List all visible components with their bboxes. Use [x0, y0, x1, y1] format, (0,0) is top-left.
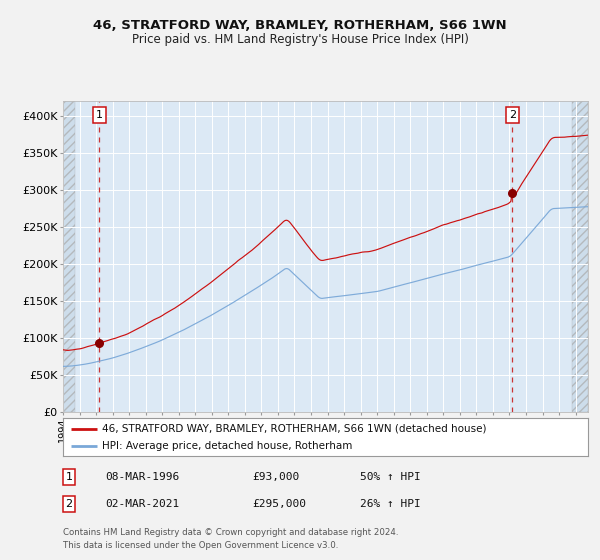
Text: HPI: Average price, detached house, Rotherham: HPI: Average price, detached house, Roth…	[103, 441, 353, 451]
Bar	[63, 101, 74, 412]
Text: 08-MAR-1996: 08-MAR-1996	[105, 472, 179, 482]
Text: 26% ↑ HPI: 26% ↑ HPI	[360, 499, 421, 509]
Text: £93,000: £93,000	[252, 472, 299, 482]
Text: 50% ↑ HPI: 50% ↑ HPI	[360, 472, 421, 482]
Text: 2: 2	[65, 499, 73, 509]
Text: 46, STRATFORD WAY, BRAMLEY, ROTHERHAM, S66 1WN: 46, STRATFORD WAY, BRAMLEY, ROTHERHAM, S…	[93, 18, 507, 32]
Bar	[572, 101, 588, 412]
Text: 46, STRATFORD WAY, BRAMLEY, ROTHERHAM, S66 1WN (detached house): 46, STRATFORD WAY, BRAMLEY, ROTHERHAM, S…	[103, 424, 487, 434]
Text: 1: 1	[96, 110, 103, 120]
Text: Contains HM Land Registry data © Crown copyright and database right 2024.
This d: Contains HM Land Registry data © Crown c…	[63, 528, 398, 550]
Text: 02-MAR-2021: 02-MAR-2021	[105, 499, 179, 509]
Text: Price paid vs. HM Land Registry's House Price Index (HPI): Price paid vs. HM Land Registry's House …	[131, 32, 469, 46]
Text: £295,000: £295,000	[252, 499, 306, 509]
Text: 1: 1	[65, 472, 73, 482]
Text: 2: 2	[509, 110, 516, 120]
